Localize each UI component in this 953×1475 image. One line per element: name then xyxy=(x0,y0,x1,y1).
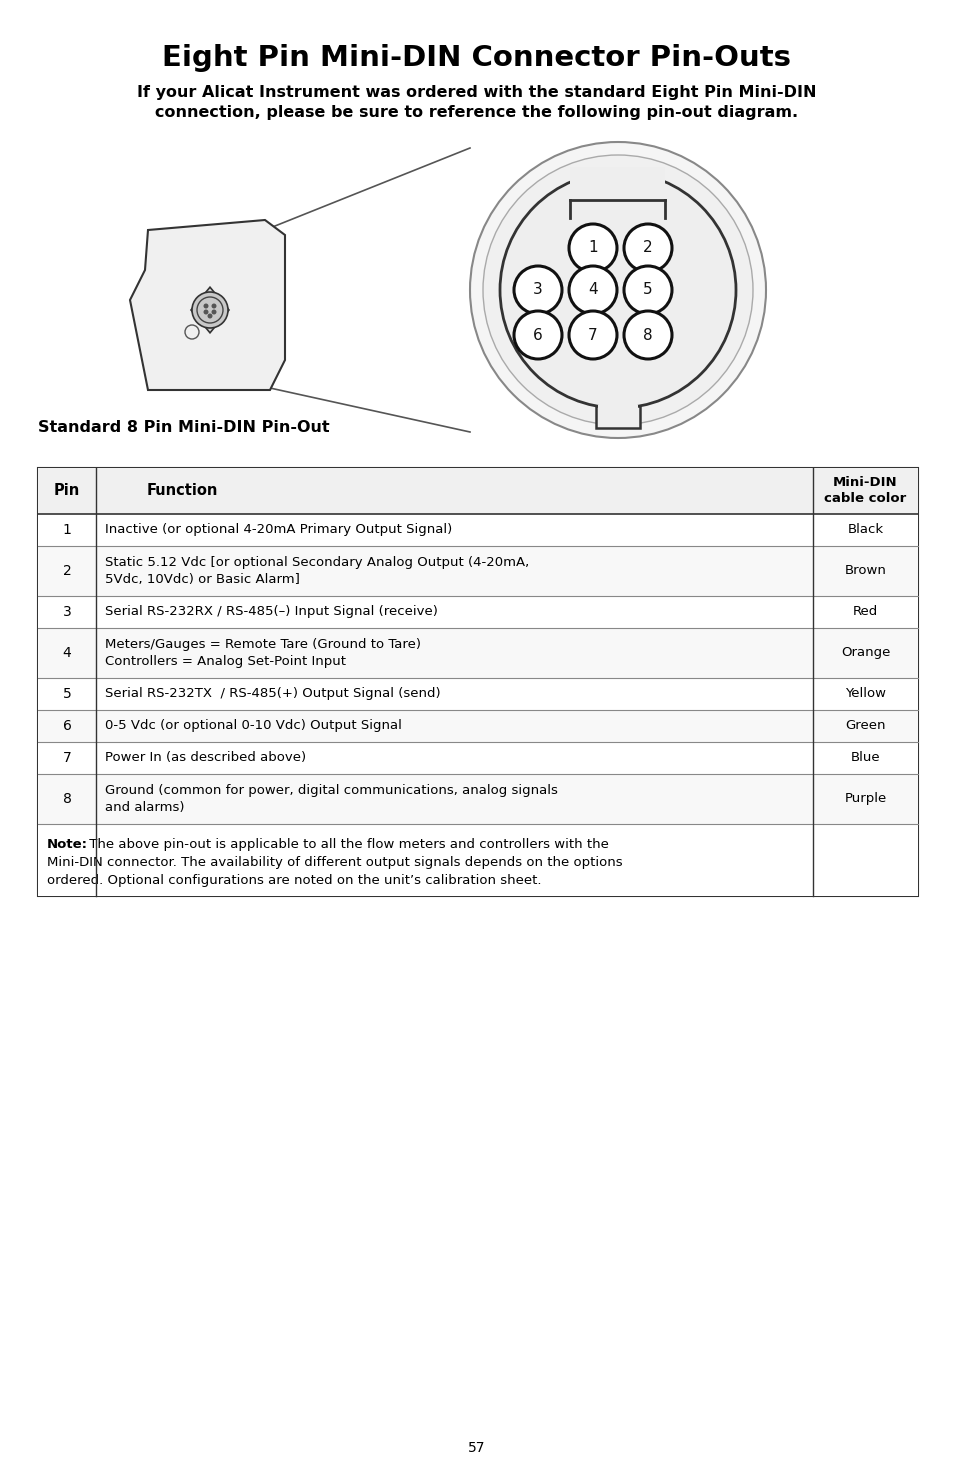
Text: 1: 1 xyxy=(588,240,598,255)
Text: Green: Green xyxy=(844,720,884,733)
Text: 3: 3 xyxy=(63,605,71,620)
Text: 6: 6 xyxy=(63,718,71,733)
Bar xyxy=(598,406,638,409)
Text: Brown: Brown xyxy=(843,565,885,578)
Bar xyxy=(38,596,917,628)
Circle shape xyxy=(212,304,216,308)
Text: Red: Red xyxy=(852,606,877,618)
Text: 6: 6 xyxy=(533,327,542,342)
Circle shape xyxy=(568,266,617,314)
Bar xyxy=(38,825,917,895)
Bar xyxy=(570,167,665,201)
Circle shape xyxy=(470,142,765,438)
Circle shape xyxy=(623,224,671,271)
Text: Inactive (or optional 4-20mA Primary Output Signal): Inactive (or optional 4-20mA Primary Out… xyxy=(105,524,452,537)
Bar xyxy=(38,468,917,513)
Text: Function: Function xyxy=(146,484,217,499)
Bar xyxy=(38,628,917,679)
Text: Pin: Pin xyxy=(53,484,80,499)
Circle shape xyxy=(192,292,228,327)
Text: Eight Pin Mini-DIN Connector Pin-Outs: Eight Pin Mini-DIN Connector Pin-Outs xyxy=(162,44,791,72)
Circle shape xyxy=(514,311,561,358)
Bar xyxy=(38,709,917,742)
Text: Note:: Note: xyxy=(47,838,88,851)
Text: 5: 5 xyxy=(63,687,71,701)
Text: 5: 5 xyxy=(642,283,652,298)
Circle shape xyxy=(514,266,561,314)
Text: Mini-DIN connector. The availability of different output signals depends on the : Mini-DIN connector. The availability of … xyxy=(47,855,622,869)
Bar xyxy=(38,468,917,895)
Text: Blue: Blue xyxy=(850,751,880,764)
Bar xyxy=(38,678,917,709)
Text: 4: 4 xyxy=(63,646,71,659)
Bar xyxy=(38,774,917,825)
Circle shape xyxy=(212,310,216,314)
Text: 0-5 Vdc (or optional 0-10 Vdc) Output Signal: 0-5 Vdc (or optional 0-10 Vdc) Output Si… xyxy=(105,720,401,733)
Circle shape xyxy=(203,304,209,308)
Text: If your Alicat Instrument was ordered with the standard Eight Pin Mini-DIN: If your Alicat Instrument was ordered wi… xyxy=(137,84,816,99)
Circle shape xyxy=(568,311,617,358)
Text: Static 5.12 Vdc [or optional Secondary Analog Output (4-20mA,
5Vdc, 10Vdc) or Ba: Static 5.12 Vdc [or optional Secondary A… xyxy=(105,556,529,586)
Text: Mini-DIN
cable color: Mini-DIN cable color xyxy=(823,476,905,506)
Text: 8: 8 xyxy=(642,327,652,342)
Text: 4: 4 xyxy=(588,283,598,298)
Text: connection, please be sure to reference the following pin-out diagram.: connection, please be sure to reference … xyxy=(155,106,798,121)
Circle shape xyxy=(623,266,671,314)
Text: Standard 8 Pin Mini-DIN Pin-Out: Standard 8 Pin Mini-DIN Pin-Out xyxy=(38,420,330,435)
Text: Purple: Purple xyxy=(843,792,885,805)
FancyBboxPatch shape xyxy=(596,406,639,428)
Text: The above pin-out is applicable to all the flow meters and controllers with the: The above pin-out is applicable to all t… xyxy=(85,838,608,851)
Bar xyxy=(38,742,917,774)
Circle shape xyxy=(208,314,213,319)
Circle shape xyxy=(499,173,735,409)
Text: Ground (common for power, digital communications, analog signals
and alarms): Ground (common for power, digital commun… xyxy=(105,785,558,814)
Circle shape xyxy=(482,155,752,425)
Text: Black: Black xyxy=(846,524,882,537)
Text: Meters/Gauges = Remote Tare (Ground to Tare)
Controllers = Analog Set-Point Inpu: Meters/Gauges = Remote Tare (Ground to T… xyxy=(105,639,420,668)
Circle shape xyxy=(623,311,671,358)
Bar xyxy=(38,546,917,596)
Polygon shape xyxy=(130,220,285,389)
Text: 2: 2 xyxy=(63,563,71,578)
Text: 7: 7 xyxy=(588,327,598,342)
Circle shape xyxy=(203,310,209,314)
Text: 3: 3 xyxy=(533,283,542,298)
Text: Power In (as described above): Power In (as described above) xyxy=(105,751,306,764)
Polygon shape xyxy=(191,288,229,333)
Text: 57: 57 xyxy=(468,1441,485,1454)
Bar xyxy=(38,513,917,546)
Text: 7: 7 xyxy=(63,751,71,766)
Text: 1: 1 xyxy=(63,524,71,537)
Text: 8: 8 xyxy=(63,792,71,805)
Text: ordered. Optional configurations are noted on the unit’s calibration sheet.: ordered. Optional configurations are not… xyxy=(47,875,541,886)
Text: Yellow: Yellow xyxy=(844,687,885,701)
Text: Serial RS-232RX / RS-485(–) Input Signal (receive): Serial RS-232RX / RS-485(–) Input Signal… xyxy=(105,606,437,618)
Text: 2: 2 xyxy=(642,240,652,255)
Text: Serial RS-232TX  / RS-485(+) Output Signal (send): Serial RS-232TX / RS-485(+) Output Signa… xyxy=(105,687,440,701)
Circle shape xyxy=(568,224,617,271)
Text: Orange: Orange xyxy=(840,646,889,659)
